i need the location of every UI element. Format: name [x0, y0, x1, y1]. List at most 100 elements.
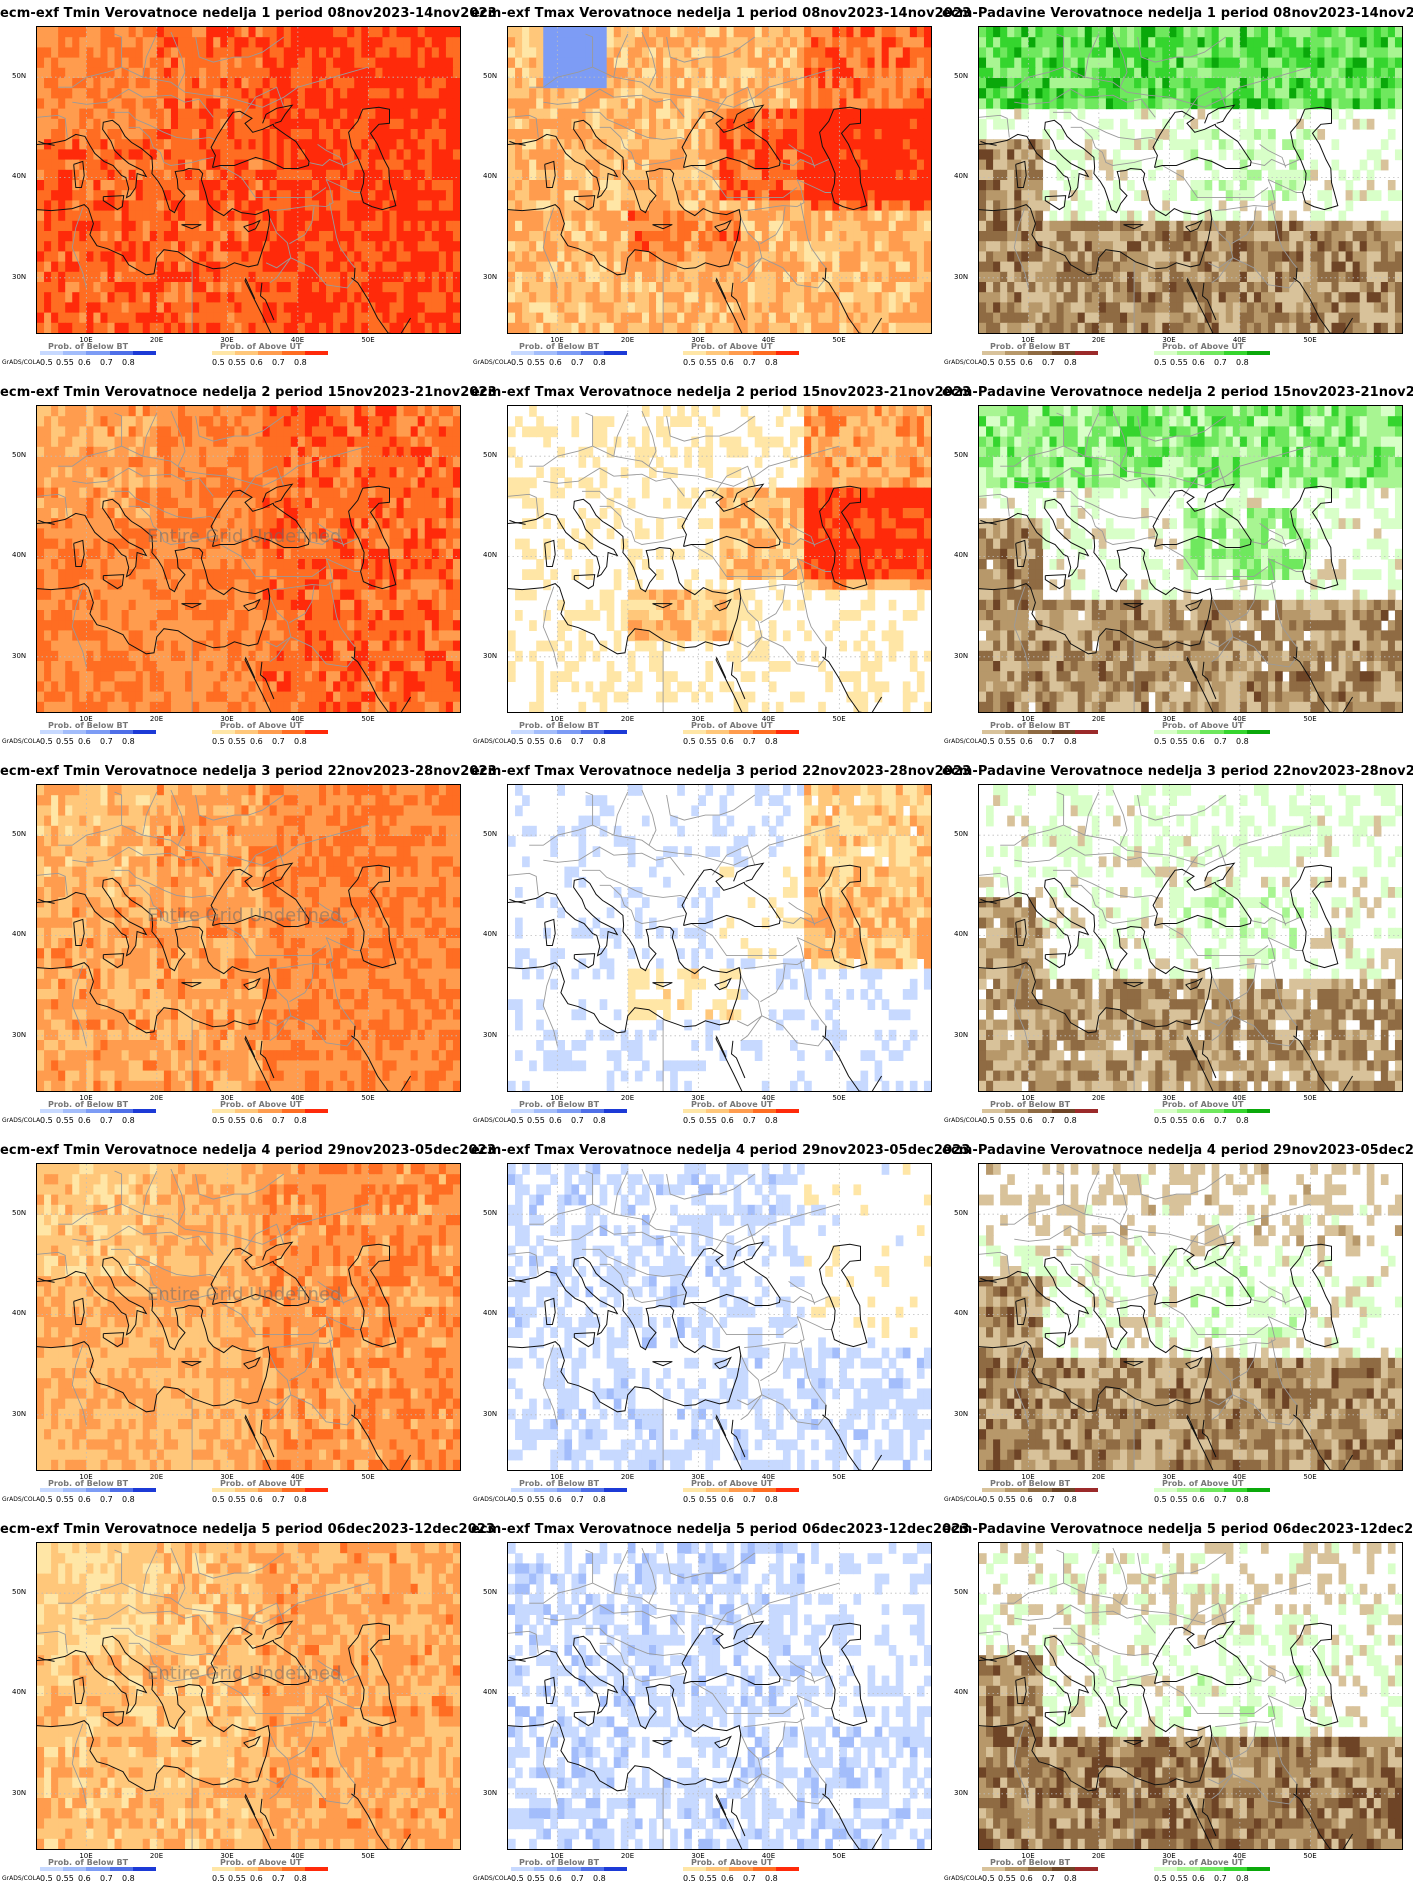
probability-cell: [1028, 88, 1036, 99]
probability-cell: [1190, 231, 1199, 242]
probability-cell: [1317, 241, 1326, 252]
probability-cell: [1000, 67, 1008, 79]
probability-cell: [916, 231, 925, 242]
probability-cell: [79, 129, 87, 140]
probability-cell: [571, 88, 580, 99]
probability-cell: [163, 88, 172, 99]
probability-cell: [613, 200, 622, 212]
probability-cell: [846, 149, 855, 161]
probability-cell: [712, 37, 721, 48]
probability-cell: [1148, 210, 1156, 222]
probability-cell: [128, 200, 137, 212]
probability-cell: [283, 159, 292, 171]
probability-cell: [571, 47, 580, 59]
probability-cell: [677, 312, 685, 324]
probability-cell: [206, 231, 214, 242]
probability-cell: [613, 88, 622, 99]
probability-cell: [979, 241, 987, 252]
probability-cell: [733, 271, 742, 283]
probability-cell: [979, 169, 987, 181]
probability-cell: [1112, 78, 1121, 89]
probability-cell: [403, 169, 412, 181]
probability-cell: [684, 88, 692, 99]
probability-cell: [902, 129, 911, 140]
probability-cell: [691, 98, 699, 110]
probability-cell: [347, 67, 355, 79]
probability-cell: [170, 129, 179, 140]
probability-cell: [1366, 57, 1375, 69]
probability-cell: [326, 108, 334, 120]
probability-cell: [128, 67, 137, 79]
probability-cell: [797, 108, 805, 120]
probability-cell: [993, 241, 1001, 252]
probability-cell: [354, 159, 362, 171]
probability-cell: [431, 231, 440, 242]
probability-cell: [199, 78, 207, 89]
probability-cell: [888, 231, 897, 242]
probability-cell: [326, 139, 334, 150]
probability-cell: [1176, 139, 1185, 150]
probability-cell: [599, 231, 608, 242]
probability-cell: [220, 302, 228, 314]
probability-cell: [986, 67, 994, 79]
probability-cell: [684, 220, 692, 232]
probability-cell: [107, 169, 116, 181]
probability-cell: [1261, 129, 1269, 140]
probability-cell: [114, 200, 123, 212]
probability-cell: [121, 57, 130, 69]
probability-cell: [142, 108, 151, 120]
probability-cell: [262, 98, 271, 110]
probability-cell: [1014, 149, 1022, 161]
probability-cell: [1331, 78, 1340, 89]
probability-cell: [1120, 37, 1128, 48]
probability-cell: [761, 180, 770, 191]
probability-cell: [712, 27, 721, 38]
probability-cell: [114, 231, 123, 242]
probability-cell: [1112, 220, 1121, 232]
probability-cell: [620, 261, 629, 273]
probability-cell: [1232, 37, 1241, 48]
probability-cell: [599, 322, 608, 333]
probability-cell: [613, 231, 622, 242]
probability-cell: [1000, 190, 1008, 201]
probability-cell: [923, 220, 931, 232]
probability-cell: [452, 190, 460, 201]
probability-cell: [1141, 261, 1149, 273]
probability-cell: [853, 292, 862, 303]
probability-cell: [656, 78, 664, 89]
probability-cell: [613, 139, 622, 150]
probability-cell: [1162, 88, 1170, 99]
probability-cell: [839, 67, 847, 79]
probability-cell: [1049, 241, 1058, 252]
probability-cell: [993, 98, 1001, 110]
probability-cell: [804, 169, 812, 181]
probability-cell: [86, 180, 94, 191]
probability-cell: [564, 88, 573, 99]
probability-cell: [979, 27, 987, 38]
probability-cell: [347, 190, 355, 201]
probability-cell: [1183, 210, 1192, 222]
probability-cell: [726, 312, 735, 324]
probability-cell: [1134, 261, 1142, 273]
probability-cell: [853, 37, 862, 48]
probability-cell: [304, 271, 313, 283]
probability-cell: [1331, 139, 1340, 150]
border-line: [529, 66, 840, 108]
probability-cell: [1105, 241, 1114, 252]
probability-cell: [1042, 261, 1051, 273]
probability-cell: [248, 149, 257, 161]
probability-cell: [916, 88, 925, 99]
probability-cell: [304, 220, 313, 232]
probability-cell: [1197, 129, 1206, 140]
probability-cell: [740, 251, 749, 263]
probability-cell: [396, 57, 405, 69]
probability-cell: [326, 302, 334, 314]
probability-cell: [790, 108, 798, 120]
probability-cell: [333, 210, 341, 222]
probability-cell: [1028, 149, 1036, 161]
probability-cell: [592, 190, 601, 201]
probability-cell: [297, 149, 306, 161]
probability-cell: [1007, 159, 1015, 171]
probability-cell: [797, 57, 805, 69]
probability-cell: [663, 282, 671, 293]
